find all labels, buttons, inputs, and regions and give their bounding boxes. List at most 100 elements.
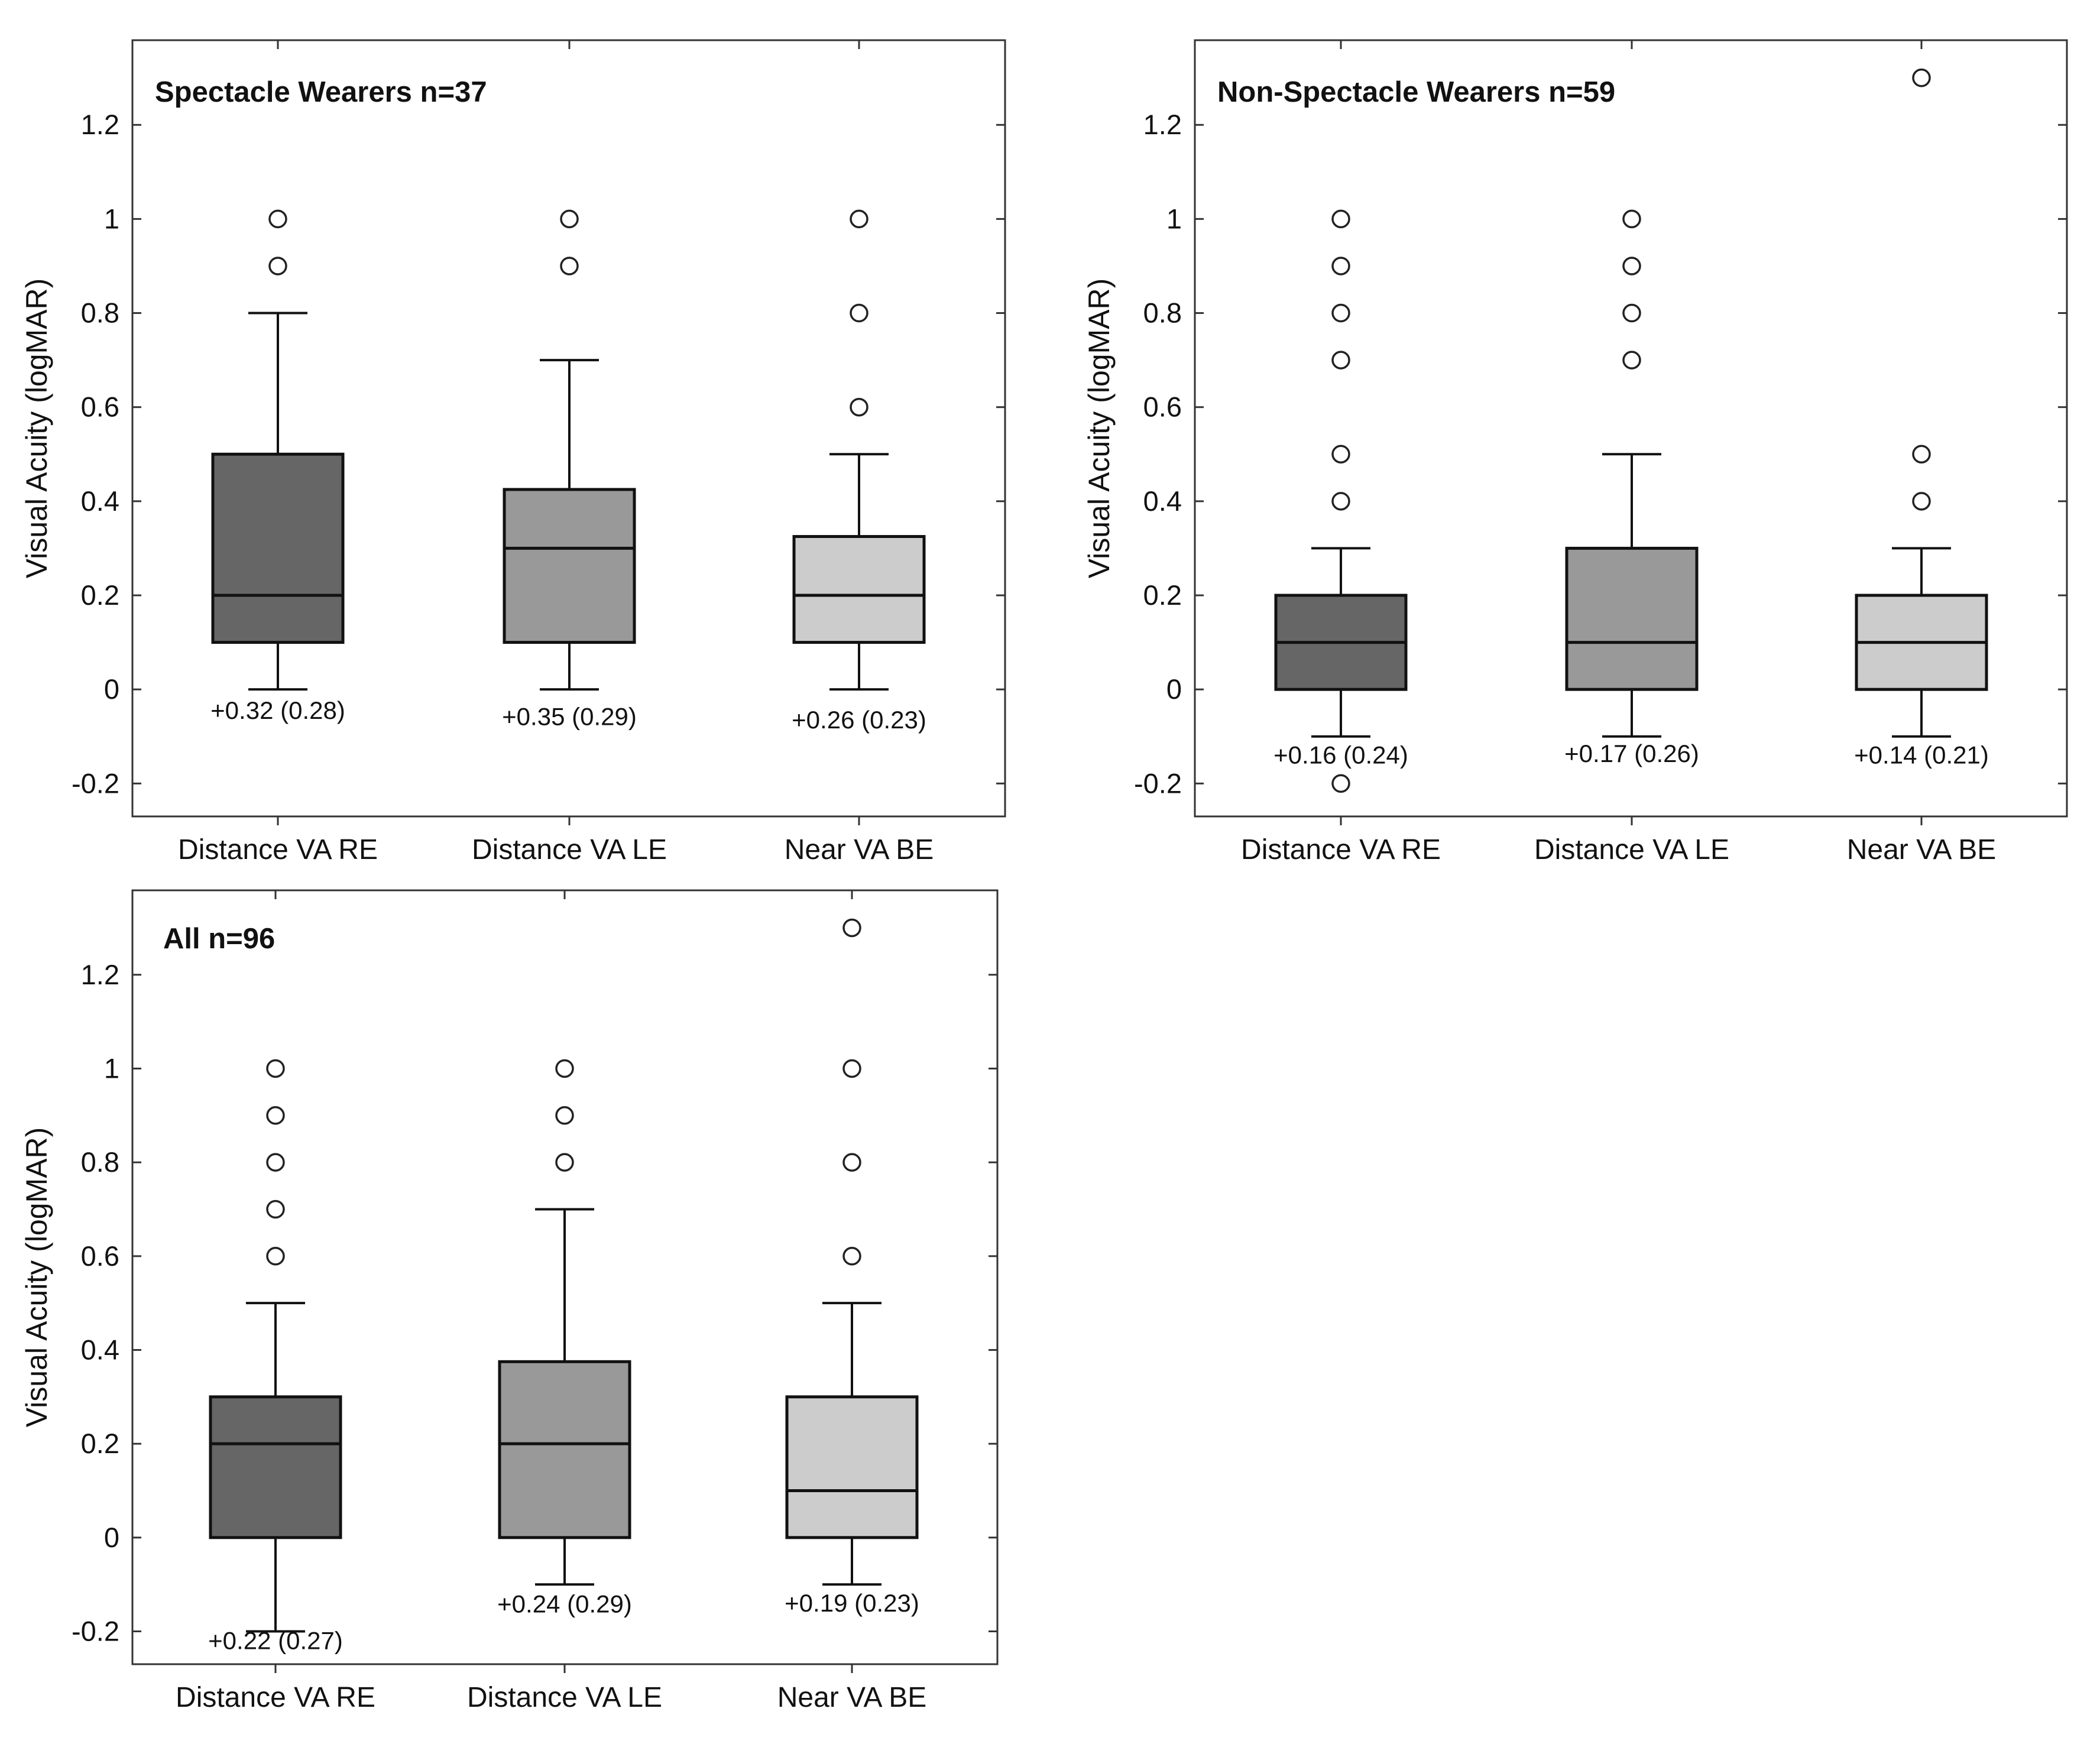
outlier-point: [1331, 445, 1350, 464]
box-3: +0.26 (0.23): [792, 209, 926, 734]
x-category-label: Distance VA LE: [1534, 834, 1729, 865]
box-3: +0.14 (0.21): [1854, 68, 1989, 769]
y-tick-label: 0.4: [81, 1334, 119, 1365]
y-tick-label: 1: [1166, 203, 1182, 234]
y-axis-label: Visual Acuity (logMAR): [1083, 278, 1116, 579]
y-tick-label: 0.2: [81, 1428, 119, 1459]
mean-sd-annotation: +0.32 (0.28): [210, 696, 345, 724]
outlier-point: [850, 303, 868, 323]
outlier-point: [1331, 351, 1350, 369]
x-category-label: Distance VA RE: [176, 1682, 375, 1713]
outlier-point: [268, 257, 287, 275]
x-category-label: Distance VA RE: [1241, 834, 1441, 865]
y-tick-label: -0.2: [1134, 767, 1182, 799]
box-iqr: [1565, 546, 1699, 691]
outlier-point: [1912, 492, 1931, 511]
outlier-point: [842, 1059, 861, 1078]
chart-title: Non-Spectacle Wearers n=59: [1217, 76, 1615, 108]
outlier-point: [842, 1247, 861, 1266]
box-iqr: [792, 535, 926, 644]
outlier-point: [1622, 303, 1641, 323]
mean-sd-annotation: +0.35 (0.29): [502, 702, 637, 730]
y-tick-label: 0.6: [81, 391, 119, 423]
y-tick-label: 1.2: [81, 109, 119, 140]
y-tick-label: 0: [104, 673, 119, 705]
y-axis-label: Visual Acuity (logMAR): [20, 278, 53, 579]
outlier-point: [1331, 774, 1350, 793]
outlier-point: [1331, 303, 1350, 323]
outlier-point: [1912, 445, 1931, 464]
box-iqr: [498, 1360, 631, 1539]
outlier-point: [1331, 209, 1350, 229]
y-tick-label: -0.2: [72, 767, 119, 799]
y-tick-label: 1.2: [1143, 109, 1182, 140]
box-3: +0.19 (0.23): [785, 918, 919, 1617]
y-tick-label: 0.6: [1143, 391, 1182, 423]
box-1: +0.22 (0.27): [208, 1059, 343, 1654]
y-tick-label: 0.8: [81, 1146, 119, 1178]
y-tick-label: 0.8: [81, 297, 119, 329]
mean-sd-annotation: +0.22 (0.27): [208, 1626, 343, 1654]
chart-title: Spectacle Wearers n=37: [155, 76, 487, 108]
outlier-point: [1622, 257, 1641, 275]
mean-sd-annotation: +0.16 (0.24): [1273, 741, 1408, 769]
outlier-point: [555, 1106, 574, 1125]
y-tick-label: 0.2: [81, 579, 119, 611]
outlier-point: [850, 397, 868, 417]
x-category-label: Near VA BE: [1847, 834, 1997, 865]
y-tick-label: 0.6: [81, 1240, 119, 1272]
y-tick-label: 1: [104, 203, 119, 234]
mean-sd-annotation: +0.14 (0.21): [1854, 741, 1989, 769]
y-tick-label: 0.8: [1143, 297, 1182, 329]
outlier-point: [560, 257, 579, 275]
box-2: +0.24 (0.29): [497, 1059, 632, 1617]
outlier-point: [842, 1153, 861, 1172]
outlier-point: [555, 1153, 574, 1172]
outlier-point: [555, 1059, 574, 1078]
outlier-point: [1622, 351, 1641, 369]
outlier-point: [842, 918, 861, 938]
y-tick-label: -0.2: [72, 1615, 119, 1646]
x-category-label: Near VA BE: [785, 834, 934, 865]
box-iqr: [785, 1395, 919, 1539]
box-iqr: [209, 1395, 342, 1539]
box-iqr: [503, 488, 636, 644]
outlier-point: [266, 1200, 285, 1219]
x-category-label: Near VA BE: [777, 1682, 927, 1713]
y-tick-label: 1.2: [81, 959, 119, 990]
mean-sd-annotation: +0.24 (0.29): [497, 1590, 632, 1617]
outlier-point: [850, 209, 868, 229]
outlier-point: [266, 1247, 285, 1266]
box-1: +0.32 (0.28): [210, 209, 345, 724]
mean-sd-annotation: +0.26 (0.23): [792, 706, 926, 734]
y-axis-label: Visual Acuity (logMAR): [20, 1127, 53, 1428]
chart-panel-3: -0.2 0 0.2 0.4 0.6 0.8 1 1.2 Visual Acuity (logM…: [20, 889, 999, 1713]
outlier-point: [1331, 492, 1350, 511]
x-category-label: Distance VA LE: [472, 834, 667, 865]
box-2: +0.35 (0.29): [502, 209, 637, 730]
outlier-point: [1331, 257, 1350, 275]
mean-sd-annotation: +0.19 (0.23): [785, 1589, 919, 1617]
y-tick-label: 0: [104, 1522, 119, 1553]
box-2: +0.17 (0.26): [1564, 209, 1699, 767]
y-tick-label: 1: [104, 1052, 119, 1084]
outlier-point: [1912, 68, 1931, 87]
mean-sd-annotation: +0.17 (0.26): [1564, 740, 1699, 767]
outlier-point: [266, 1153, 285, 1172]
outlier-point: [560, 209, 579, 229]
outlier-point: [1622, 209, 1641, 229]
y-tick-label: 0: [1166, 673, 1182, 705]
chart-panel-2: -0.2 0 0.2 0.4 0.6 0.8 1 1.2 Visual Acuity (logM…: [1083, 39, 2068, 865]
x-category-label: Distance VA LE: [467, 1682, 662, 1713]
outlier-point: [268, 209, 287, 229]
chart-title: All n=96: [163, 923, 275, 955]
y-tick-label: 0.4: [1143, 485, 1182, 517]
x-category-label: Distance VA RE: [178, 834, 378, 865]
box-1: +0.16 (0.24): [1273, 209, 1408, 793]
box-iqr: [211, 452, 345, 644]
y-tick-label: 0.4: [81, 485, 119, 517]
outlier-point: [266, 1059, 285, 1078]
chart-panel-1: -0.2 0 0.2 0.4 0.6 0.8 1 1.2 Visual Acuity (logM…: [20, 39, 1006, 865]
outlier-point: [266, 1106, 285, 1125]
